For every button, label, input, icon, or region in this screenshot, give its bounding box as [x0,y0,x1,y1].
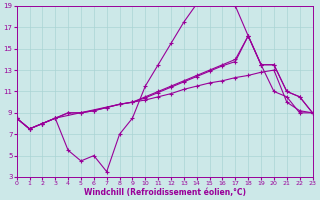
X-axis label: Windchill (Refroidissement éolien,°C): Windchill (Refroidissement éolien,°C) [84,188,245,197]
